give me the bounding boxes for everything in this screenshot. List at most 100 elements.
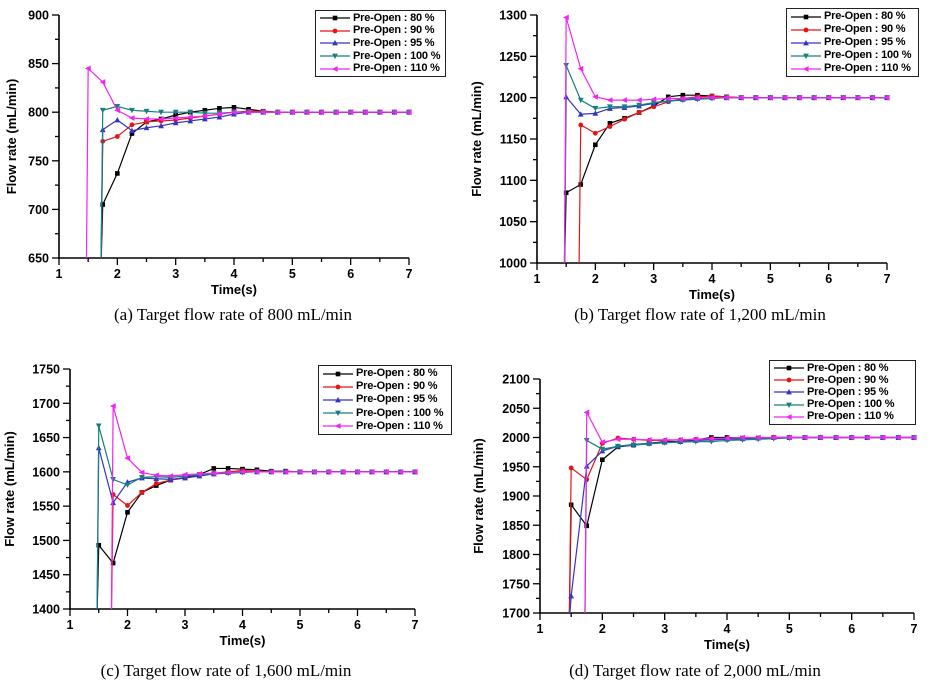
- triangle-left-marker-icon: [599, 439, 605, 446]
- x-tick-label: 2: [114, 267, 121, 281]
- triangle-down-marker-icon: [332, 53, 338, 60]
- triangle-up-marker-icon: [187, 117, 194, 124]
- x-axis-title: Time(s): [689, 287, 735, 302]
- series-pre-open-110: [583, 409, 917, 613]
- series-line: [569, 436, 914, 613]
- triangle-left-marker-icon: [606, 97, 613, 104]
- triangle-left-marker-icon: [910, 434, 917, 441]
- triangle-left-marker-icon: [143, 116, 150, 122]
- square-legend-key-icon: [320, 15, 350, 21]
- y-tick-label: 1000: [499, 257, 527, 271]
- legend-item: Pre-Open : 80 %: [322, 368, 449, 380]
- series-line: [563, 95, 887, 263]
- legend-label: Pre-Open : 110 %: [807, 410, 894, 423]
- x-tick-label: 7: [412, 618, 419, 632]
- triangle-down-marker-icon: [646, 441, 652, 447]
- circle-marker-icon: [786, 377, 792, 383]
- x-tick-label: 1: [56, 267, 63, 281]
- triangle-left-marker-icon: [635, 97, 642, 104]
- square-marker-icon: [115, 171, 120, 176]
- triangle-left-marker-icon: [274, 109, 281, 116]
- triangle-left-marker-icon: [325, 468, 332, 475]
- triangle-down-marker-icon: [621, 104, 628, 110]
- legend-label: Pre-Open : 90 %: [353, 24, 435, 37]
- triangle-left-marker-icon: [883, 94, 890, 101]
- triangle-left-marker-icon: [817, 434, 824, 441]
- legend-item: Pre-Open : 90 %: [319, 25, 443, 37]
- triangle-left-marker-icon: [723, 94, 730, 101]
- triangle-left-marker-icon: [832, 434, 839, 441]
- x-tick-label: 1: [534, 272, 541, 286]
- legend-label: Pre-Open : 100 %: [353, 49, 441, 62]
- circle-marker-icon: [335, 384, 341, 390]
- y-tick-label: 1950: [502, 460, 530, 474]
- triangle-up-marker-icon: [143, 124, 150, 131]
- series-pre-open-110: [109, 403, 418, 609]
- series-line: [584, 436, 914, 613]
- legend-item: Pre-Open : 110 %: [773, 411, 913, 423]
- triangle-left-marker-icon: [84, 65, 91, 72]
- triangle-down-marker-icon: [138, 474, 145, 481]
- square-marker-icon: [129, 131, 135, 136]
- triangle-left-marker-icon: [645, 436, 652, 443]
- triangle-left-marker-icon: [347, 109, 354, 116]
- triangle-left-marker-icon: [781, 94, 788, 101]
- triangle-left-marker-icon: [411, 468, 418, 475]
- ticks: [530, 14, 888, 270]
- triangle-left-marker-icon: [383, 468, 389, 475]
- triangle-left-marker-icon: [201, 113, 208, 119]
- triangle-left-marker-icon: [114, 107, 120, 114]
- legend-item: Pre-Open : 100 %: [790, 50, 916, 62]
- legend-label: Pre-Open : 80 %: [824, 10, 906, 22]
- triangle-up-marker-icon: [216, 114, 223, 120]
- triangle-up-legend-key-icon: [323, 396, 353, 403]
- x-tick-label: 7: [406, 267, 413, 281]
- triangle-left-marker-icon: [723, 435, 730, 441]
- triangle-left-marker-icon: [583, 409, 590, 416]
- triangle-left-marker-icon: [739, 434, 746, 441]
- circle-marker-icon: [125, 503, 130, 508]
- triangle-up-marker-icon: [172, 119, 179, 126]
- triangle-left-marker-icon: [752, 94, 759, 101]
- x-tick-label: 3: [182, 618, 189, 632]
- triangle-down-marker-icon: [114, 103, 121, 110]
- series-line: [96, 425, 415, 609]
- circle-marker-icon: [592, 130, 598, 136]
- triangle-left-marker-icon: [153, 472, 159, 479]
- series-pre-open-100: [95, 423, 418, 609]
- y-tick-label: 1600: [32, 465, 60, 479]
- square-marker-icon: [231, 105, 237, 110]
- x-tick-label: 4: [709, 272, 716, 286]
- triangle-left-marker-icon: [737, 94, 744, 101]
- ticks: [533, 378, 915, 620]
- triangle-left-marker-icon: [592, 93, 598, 100]
- triangle-down-marker-icon: [110, 477, 117, 483]
- legend-label: Pre-Open : 110 %: [356, 419, 443, 432]
- legend-label: Pre-Open : 80 %: [356, 367, 438, 380]
- triangle-left-marker-icon: [801, 434, 808, 441]
- circle-legend-key-icon: [320, 28, 350, 34]
- triangle-left-legend-key-icon: [323, 423, 353, 430]
- square-marker-icon: [202, 107, 208, 113]
- circle-marker-icon: [114, 134, 120, 139]
- square-marker-icon: [665, 94, 671, 100]
- y-tick-label: 2100: [502, 373, 530, 387]
- triangle-up-legend-key-icon: [791, 39, 821, 45]
- triangle-left-marker-icon: [128, 115, 135, 121]
- y-tick-label: 850: [28, 57, 49, 71]
- circle-legend-key-icon: [774, 377, 804, 383]
- legend-label: Pre-Open : 80 %: [353, 11, 435, 24]
- circle-marker-icon: [622, 116, 627, 122]
- square-marker-icon: [803, 14, 809, 19]
- square-marker-icon: [786, 365, 792, 371]
- square-marker-icon: [225, 466, 231, 471]
- x-tick-label: 1: [537, 622, 544, 636]
- y-tick-label: 900: [28, 9, 49, 23]
- square-marker-icon: [110, 560, 116, 566]
- chart-a: 1 2 3 4 5 6 7 650 700 750 800 850 900 Time(s) Flow rat…: [0, 0, 465, 346]
- circle-marker-icon: [578, 122, 584, 128]
- legend-label: Pre-Open : 110 %: [824, 62, 911, 74]
- triangle-up-marker-icon: [592, 110, 599, 116]
- triangle-down-marker-icon: [577, 97, 584, 104]
- y-tick-label: 2050: [502, 402, 530, 416]
